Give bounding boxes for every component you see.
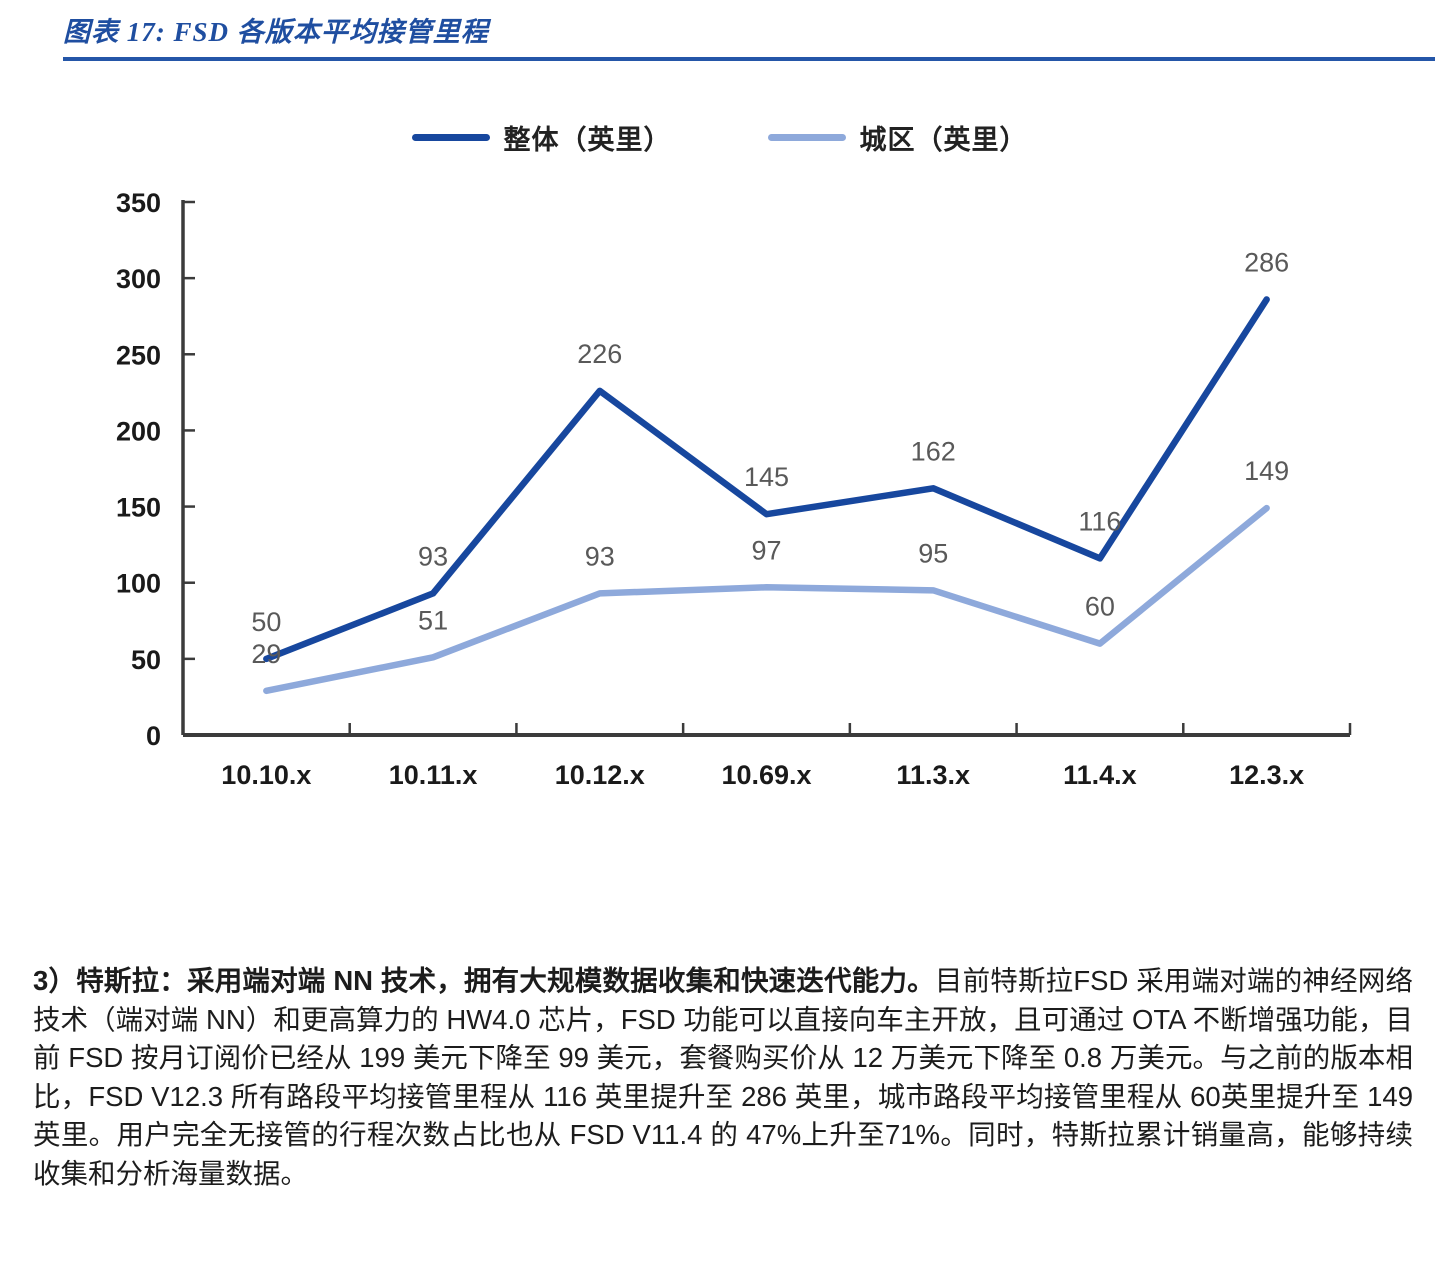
legend-line-swatch bbox=[767, 134, 846, 141]
data-label: 97 bbox=[751, 535, 781, 565]
paragraph-lead: 3）特斯拉：采用端对端 NN 技术，拥有大规模数据收集和快速迭代能力。 bbox=[33, 965, 935, 996]
figure-title: 图表 17: FSD 各版本平均接管里程 bbox=[63, 17, 489, 47]
data-label: 60 bbox=[1085, 592, 1115, 622]
legend-label: 城区（英里） bbox=[859, 125, 1028, 155]
x-axis-category-label: 10.69.x bbox=[721, 760, 811, 790]
data-label: 116 bbox=[1078, 506, 1121, 536]
x-axis-category-label: 10.10.x bbox=[221, 760, 311, 790]
y-axis-tick-label: 200 bbox=[116, 416, 161, 446]
x-axis-category-label: 11.3.x bbox=[896, 760, 970, 790]
x-axis-category-label: 11.4.x bbox=[1063, 760, 1137, 790]
y-axis-tick-label: 250 bbox=[116, 340, 161, 370]
title-divider bbox=[63, 57, 1435, 61]
x-axis-category-label: 12.3.x bbox=[1229, 760, 1304, 790]
series-line-overall bbox=[263, 296, 1270, 663]
legend-item-urban: 城区（英里） bbox=[767, 118, 1028, 157]
data-label: 145 bbox=[744, 462, 789, 492]
y-axis-tick-label: 50 bbox=[131, 645, 161, 675]
data-label: 50 bbox=[251, 607, 281, 637]
data-label: 149 bbox=[1244, 456, 1289, 486]
data-label: 226 bbox=[577, 339, 622, 369]
body-paragraph: 3）特斯拉：采用端对端 NN 技术，拥有大规模数据收集和快速迭代能力。目前特斯拉… bbox=[33, 962, 1413, 1194]
legend-line-swatch bbox=[411, 134, 490, 141]
data-label: 95 bbox=[918, 538, 948, 568]
data-label: 29 bbox=[251, 639, 281, 669]
chart-legend: 整体（英里） 城区（英里） bbox=[0, 118, 1439, 157]
x-axis-category-label: 10.12.x bbox=[555, 760, 645, 790]
data-label: 51 bbox=[418, 605, 448, 635]
y-axis-tick-label: 0 bbox=[146, 721, 161, 751]
y-axis-tick-label: 300 bbox=[116, 264, 161, 294]
y-axis-tick-label: 100 bbox=[116, 569, 161, 599]
paragraph-body: 目前特斯拉FSD 采用端对端的神经网络技术（端对端 NN）和更高算力的 HW4.… bbox=[33, 965, 1414, 1189]
x-axis-category-label: 10.11.x bbox=[389, 760, 478, 790]
data-label: 162 bbox=[911, 436, 956, 466]
legend-item-overall: 整体（英里） bbox=[411, 118, 672, 157]
legend-label: 整体（英里） bbox=[503, 125, 672, 155]
data-label: 286 bbox=[1244, 247, 1289, 277]
line-chart: 0 50 100 150 200 250 300 350 10.10.x 10.11.x 10.12… bbox=[116, 188, 1352, 790]
data-label: 93 bbox=[418, 541, 448, 571]
y-axis-tick-label: 150 bbox=[116, 493, 161, 523]
data-label: 93 bbox=[585, 541, 615, 571]
chart-area: 0 50 100 150 200 250 300 350 10.10.x 10.11.x 10.12… bbox=[0, 180, 1439, 840]
series-line-urban bbox=[263, 504, 1270, 695]
y-axis-tick-label: 350 bbox=[116, 188, 161, 218]
